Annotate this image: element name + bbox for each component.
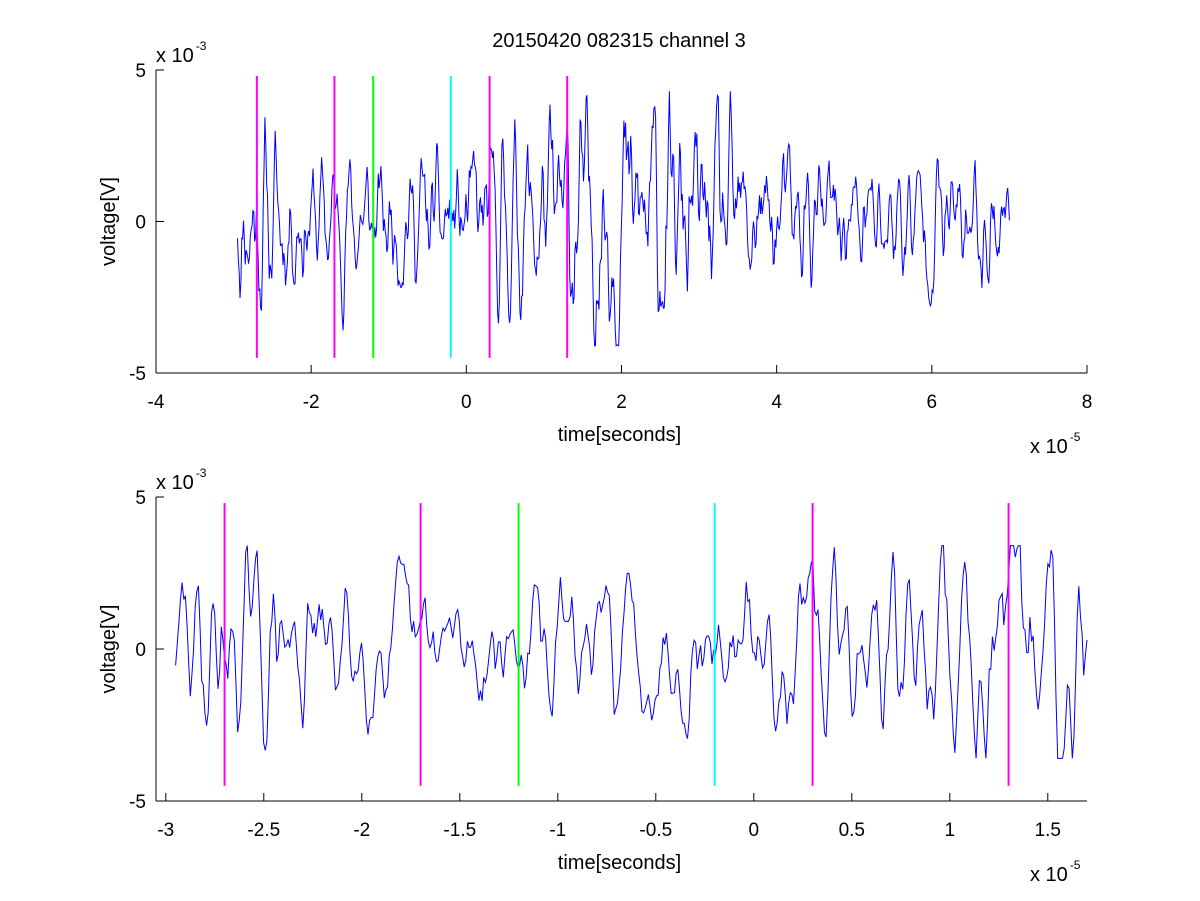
x-tick-label: 0	[461, 392, 472, 413]
x-tick-label: -0.5	[639, 820, 672, 841]
y-tick-label: 5	[135, 488, 146, 509]
x-tick-label: 8	[1082, 392, 1093, 413]
x-tick-label: -3	[157, 820, 174, 841]
x-axis-label: time[seconds]	[558, 424, 681, 446]
y-tick-label: 0	[135, 213, 146, 234]
x-tick-label: 1.5	[1035, 820, 1061, 841]
y-exponent: x 10 -3	[156, 466, 207, 494]
x-exponent: x 10 -5	[1030, 858, 1081, 886]
y-axis-label: voltage[V]	[98, 605, 120, 694]
x-tick-label: -2.5	[247, 820, 280, 841]
x-tick-label: -1	[549, 820, 566, 841]
x-tick-label: -2	[303, 392, 320, 413]
x-tick-label: 4	[771, 392, 782, 413]
x-tick-label: -2	[353, 820, 370, 841]
x-tick-label: 6	[927, 392, 938, 413]
voltage-trace	[237, 91, 1010, 347]
y-exponent: x 10 -3	[156, 39, 207, 67]
panel-bottom: -3 -2.5 -2 -1.5 -1 -0.5 0 0.5 1 1.5 -5 0 5 time[secon…	[98, 466, 1088, 886]
x-axis-label: time[seconds]	[558, 852, 681, 874]
voltage-trace	[175, 545, 1088, 759]
y-tick-label: -5	[129, 364, 146, 385]
figure-title: 20150420 082315 channel 3	[492, 30, 746, 52]
x-tick-label: 2	[616, 392, 627, 413]
y-axis-label: voltage[V]	[98, 177, 120, 266]
panel-top: -4 -2 0 2 4 6 8 -5 0 5 time[seconds] voltage[V] x 10…	[98, 39, 1092, 458]
x-tick-label: -4	[148, 392, 165, 413]
x-tick-label: 1	[945, 820, 956, 841]
y-tick-label: -5	[129, 792, 146, 813]
y-tick-label: 0	[135, 640, 146, 661]
x-tick-label: -1.5	[443, 820, 476, 841]
y-tick-label: 5	[135, 61, 146, 82]
x-exponent: x 10 -5	[1030, 430, 1081, 458]
x-tick-label: 0.5	[839, 820, 865, 841]
x-tick-label: 0	[749, 820, 760, 841]
